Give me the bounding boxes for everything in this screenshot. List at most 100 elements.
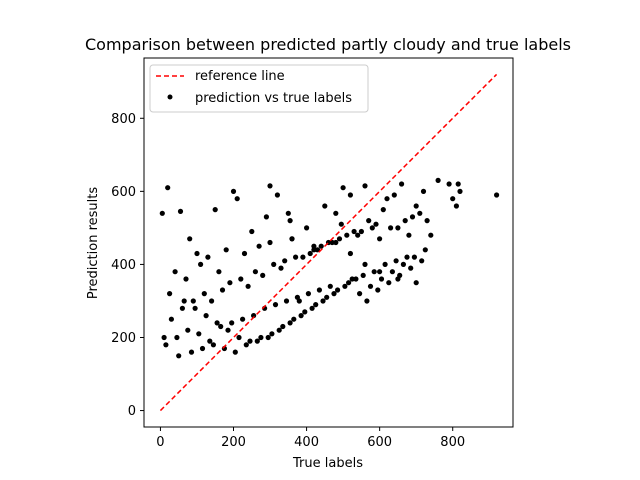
scatter-point (298, 313, 304, 319)
x-axis-label: True labels (292, 456, 363, 471)
scatter-point (420, 188, 427, 194)
scatter-point (185, 327, 191, 333)
scatter-point (247, 338, 253, 344)
scatter-point (424, 218, 430, 224)
scatter-point (316, 287, 322, 293)
scatter-point (305, 291, 311, 297)
scatter-point (229, 320, 235, 326)
scatter-point (446, 181, 452, 187)
x-tick-label: 600 (367, 435, 392, 450)
scatter-point (340, 185, 346, 191)
scatter-point (362, 183, 368, 189)
scatter-point (236, 334, 242, 341)
scatter-point (413, 203, 419, 209)
scatter-point (209, 298, 215, 304)
scatter-point (181, 298, 187, 304)
scatter-point (377, 269, 383, 275)
scatter-point (450, 196, 456, 202)
x-tick-label: 0 (156, 435, 164, 450)
scatter-point (335, 287, 341, 293)
legend: reference line prediction vs true labels (149, 64, 369, 113)
scatter-point (302, 309, 308, 315)
scatter-point (428, 232, 434, 238)
scatter-point (344, 232, 350, 238)
reference-line (159, 73, 498, 412)
scatter-point (367, 283, 374, 289)
scatter-point (318, 243, 324, 249)
scatter-point (422, 247, 428, 253)
scatter-point (187, 236, 193, 242)
scatter-point (311, 243, 317, 249)
scatter-point (183, 276, 189, 282)
scatter-point (214, 320, 220, 326)
scatter-point (304, 225, 310, 231)
scatter-point (285, 210, 291, 216)
scatter-point (355, 232, 361, 238)
scatter-point (203, 313, 209, 319)
legend-points-label: prediction vs true labels (195, 91, 352, 106)
scatter-point (408, 265, 414, 271)
scatter-point (177, 208, 184, 214)
scatter-point (223, 247, 229, 253)
scatter-point (269, 331, 275, 337)
scatter-point (179, 305, 185, 311)
scatter-point (205, 254, 211, 260)
scatter-point (287, 320, 293, 326)
scatter-point (417, 210, 423, 216)
scatter-point (161, 334, 167, 341)
y-tick-label: 400 (111, 258, 136, 273)
y-tick-label: 800 (111, 112, 136, 127)
x-tick-label: 200 (221, 435, 246, 450)
scatter-point (324, 294, 330, 300)
scatter-point (364, 298, 370, 304)
scatter-point (252, 269, 258, 275)
scatter-point (353, 276, 359, 282)
scatter-point (267, 239, 273, 246)
reference-line-layer (159, 73, 498, 412)
scatter-point (378, 276, 385, 282)
scatter-point (457, 188, 463, 194)
scatter-point (400, 261, 406, 267)
scatter-point (212, 207, 218, 213)
scatter-point (249, 228, 255, 235)
scatter-point (331, 291, 337, 297)
scatter-point (314, 247, 321, 253)
scatter-point (366, 218, 372, 224)
scatter-point (342, 283, 348, 289)
scatter-point (409, 214, 416, 220)
scatter-point (159, 210, 165, 216)
scatter-point (453, 203, 459, 209)
scatter-point (267, 183, 273, 189)
scatter-point (225, 327, 231, 333)
scatter-point (382, 261, 388, 267)
scatter-point (435, 177, 441, 183)
scatter-point (282, 258, 288, 264)
x-tick-label: 800 (440, 435, 465, 450)
scatter-point (256, 243, 262, 249)
scatter-point (280, 323, 286, 330)
scatter-point (194, 250, 200, 257)
scatter-point (327, 283, 333, 289)
scatter-point (238, 276, 244, 282)
scatter-point (349, 276, 355, 282)
scatter-point (455, 181, 461, 187)
scatter-point (254, 338, 260, 344)
chart-title: Comparison between predicted partly clou… (85, 35, 571, 54)
scatter-point (291, 316, 297, 322)
scatter-point (240, 316, 246, 322)
scatter-point (232, 349, 238, 355)
scatter-point (373, 221, 379, 227)
legend-points-swatch (167, 94, 173, 100)
scatter-point (322, 203, 328, 209)
scatter-point (167, 291, 173, 297)
scatter-point (346, 280, 352, 286)
scatter-point (168, 316, 174, 322)
y-tick-label: 200 (111, 331, 136, 346)
scatter-point (192, 305, 198, 311)
scatter-point (174, 334, 180, 341)
scatter-point (263, 214, 269, 220)
scatter-point (258, 334, 264, 341)
scatter-point (216, 269, 222, 275)
scatter-point (393, 258, 399, 264)
